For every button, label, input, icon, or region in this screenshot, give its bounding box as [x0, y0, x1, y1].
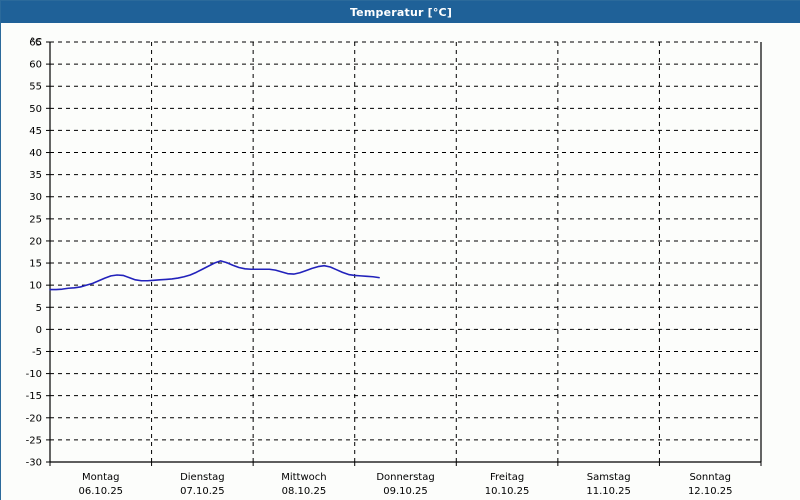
- y-tick-label: -15: [26, 391, 42, 402]
- y-tick-label: 20: [29, 236, 42, 247]
- x-tick-date-label: 07.10.25: [180, 486, 225, 497]
- x-tick-date-label: 10.10.25: [485, 486, 530, 497]
- y-tick-label: -30: [26, 458, 42, 469]
- x-tick-date-label: 09.10.25: [383, 486, 428, 497]
- x-axis-labels: Montag 06.10.25 Dienstag 07.10.25 Mittwoch 08…: [79, 472, 733, 497]
- x-tick-day-label: Dienstag: [180, 472, 225, 483]
- vertical-gridlines: [151, 42, 660, 462]
- y-tick-label: -5: [32, 347, 42, 358]
- y-tick-label: 45: [29, 126, 42, 137]
- y-tick-label: -10: [26, 369, 42, 380]
- x-tick-date-label: 06.10.25: [79, 486, 124, 497]
- window-title: Temperatur [°C]: [349, 5, 453, 19]
- y-tick-label: -20: [26, 413, 42, 424]
- y-tick-label: 60: [29, 60, 42, 71]
- chart-plot-area: 65 60 55 50 45 40 35 30 25 20 15 10 5 0 -5 -10 -15 -20 -25…: [1, 23, 800, 500]
- y-tick-label: 10: [29, 281, 42, 292]
- x-tick-date-label: 08.10.25: [282, 486, 327, 497]
- axis-frame: [49, 42, 762, 463]
- y-tick-label: 0: [36, 325, 42, 336]
- y-tick-label: 50: [29, 104, 42, 115]
- x-tick-day-label: Freitag: [490, 472, 524, 483]
- y-tick-label: 15: [29, 259, 42, 270]
- y-axis-labels: 65605550454035302520151050-5-10-15-20-25…: [26, 38, 42, 469]
- x-axis-ticks: [49, 462, 762, 466]
- temperature-series-line: [49, 260, 380, 291]
- x-tick-day-label: Montag: [82, 472, 119, 483]
- x-tick-day-label: Donnerstag: [376, 472, 434, 483]
- x-tick-date-label: 12.10.25: [688, 486, 733, 497]
- window-title-bar: Temperatur [°C]: [1, 1, 800, 23]
- x-tick-day-label: Mittwoch: [281, 472, 326, 483]
- y-tick-label: 5: [36, 303, 42, 314]
- x-tick-day-label: Samstag: [587, 472, 631, 483]
- x-tick-day-label: Sonntag: [689, 472, 731, 483]
- y-axis-unit-label: °C: [30, 37, 42, 48]
- y-tick-label: -25: [26, 435, 42, 446]
- y-tick-label: 25: [29, 214, 42, 225]
- y-tick-label: 30: [29, 192, 42, 203]
- temperature-line-chart: 65605550454035302520151050-5-10-15-20-25…: [26, 37, 762, 497]
- y-tick-label: 40: [29, 148, 42, 159]
- horizontal-gridlines: [46, 41, 761, 463]
- x-tick-date-label: 11.10.25: [586, 486, 631, 497]
- y-tick-label: 35: [29, 170, 42, 181]
- series-line-temperatur: [49, 260, 380, 291]
- y-tick-label: 65: [29, 38, 42, 49]
- y-tick-label: 55: [29, 82, 42, 93]
